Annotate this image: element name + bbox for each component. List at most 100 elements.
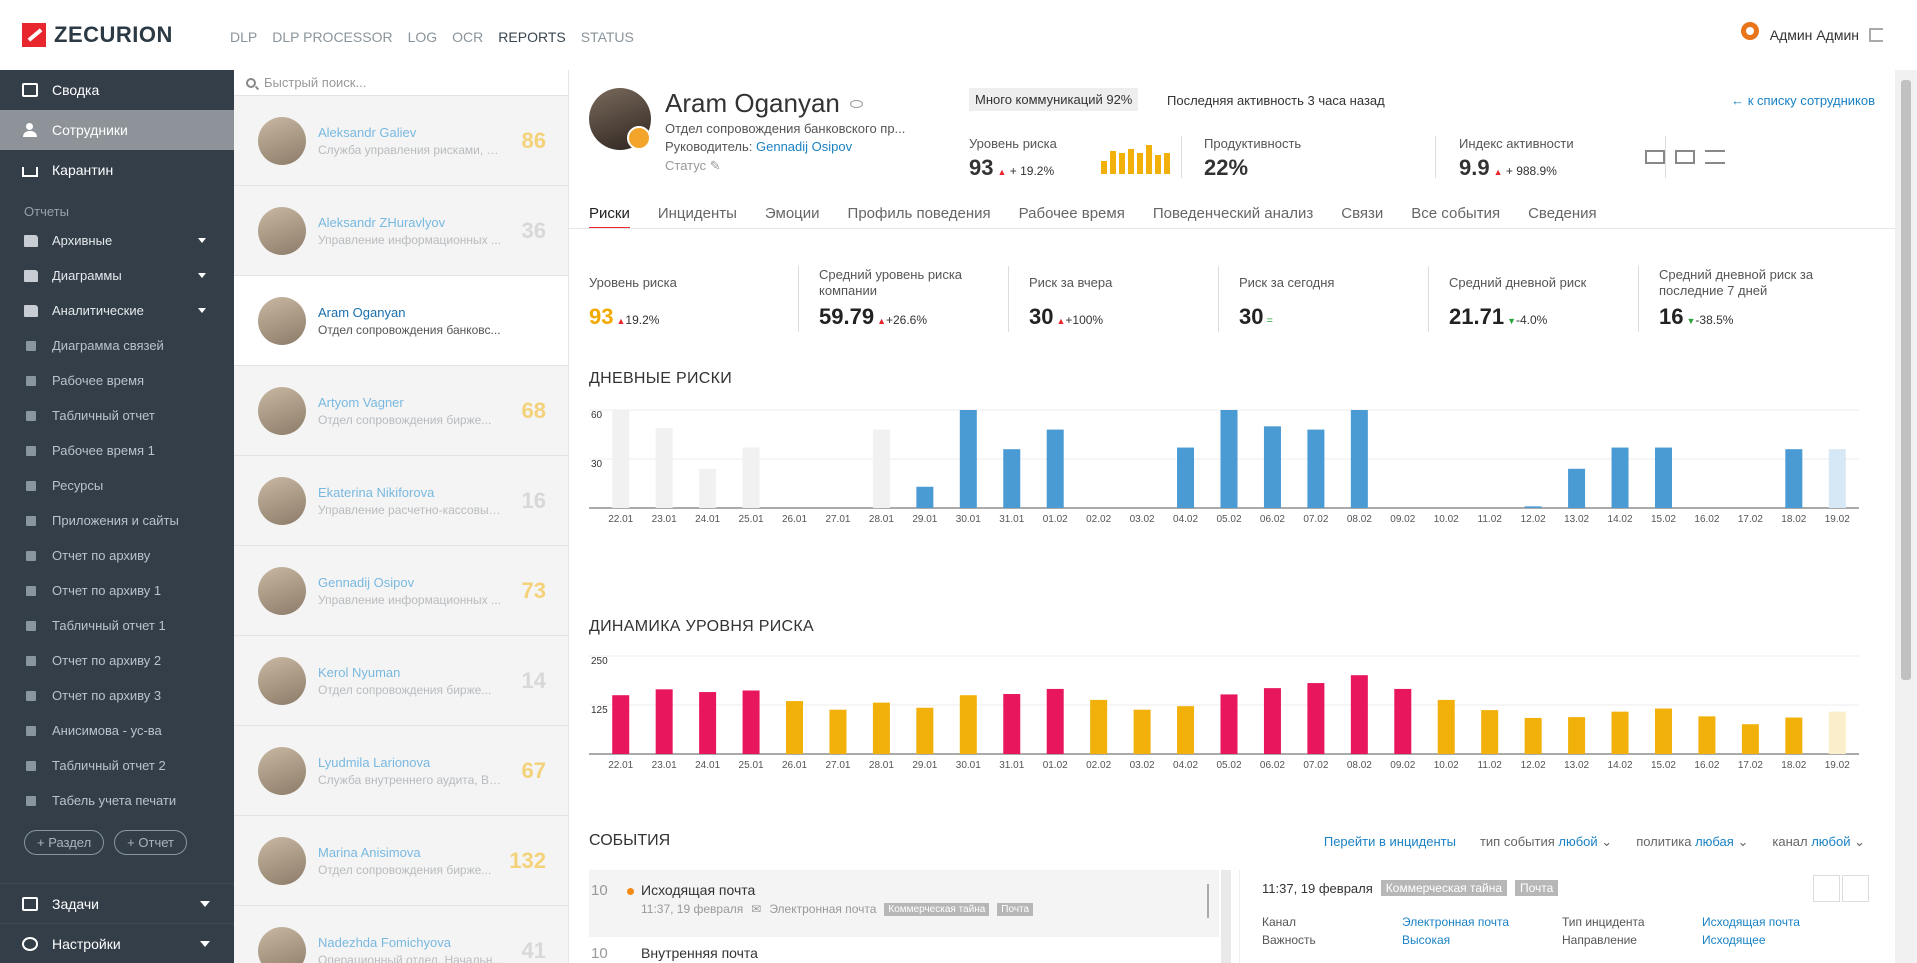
employee-list-item[interactable]: Aleksandr ZHuravlyov Управление информаци… bbox=[234, 186, 568, 276]
chart-bar[interactable] bbox=[916, 486, 934, 508]
chart-bar[interactable] bbox=[1220, 694, 1238, 754]
sidebar-group-analytics[interactable]: Аналитические bbox=[0, 293, 234, 328]
chart-bar[interactable] bbox=[699, 692, 717, 754]
nav-dlp[interactable]: DLP bbox=[230, 29, 258, 45]
chart-bar[interactable] bbox=[1220, 410, 1238, 508]
employee-list-item[interactable]: Aram Oganyan Отдел сопровождения банковс.… bbox=[234, 276, 568, 366]
chart-bar[interactable] bbox=[1828, 449, 1846, 508]
open-external-icon[interactable] bbox=[1813, 875, 1840, 902]
sidebar-item-tasks[interactable]: Задачи bbox=[0, 883, 234, 923]
add-report-button[interactable]: + Отчет bbox=[114, 830, 187, 855]
logout-icon[interactable] bbox=[1869, 28, 1883, 42]
nav-dlp-processor[interactable]: DLP PROCESSOR bbox=[272, 29, 393, 45]
chart-bar[interactable] bbox=[1611, 711, 1629, 754]
chart-bar[interactable] bbox=[742, 690, 760, 754]
chart-bar[interactable] bbox=[1568, 717, 1586, 754]
chart-bar[interactable] bbox=[1568, 468, 1586, 508]
employee-list-item[interactable]: Artyom Vagner Отдел сопровождения бирже..… bbox=[234, 366, 568, 456]
add-section-button[interactable]: + Раздел bbox=[24, 830, 105, 855]
event-item[interactable]: 10 Исходящая почта 11:37, 19 февраля ✉ Э… bbox=[589, 870, 1219, 937]
user-menu[interactable]: Админ Админ bbox=[1740, 22, 1883, 48]
nav-reports[interactable]: REPORTS bbox=[498, 29, 566, 45]
sidebar-item-settings[interactable]: Настройки bbox=[0, 923, 234, 963]
chart-bar[interactable] bbox=[655, 689, 673, 754]
chart-bar[interactable] bbox=[916, 707, 934, 754]
employee-list-item[interactable]: Ekaterina Nikiforova Управление расчетно-… bbox=[234, 456, 568, 546]
field-value[interactable]: Высокая bbox=[1402, 933, 1451, 947]
chart-bar[interactable] bbox=[872, 702, 890, 754]
chart-bar[interactable] bbox=[742, 447, 760, 508]
chart-bar[interactable] bbox=[786, 701, 804, 754]
tab-info[interactable]: Сведения bbox=[1528, 205, 1597, 222]
sidebar-report-item[interactable]: Приложения и сайты bbox=[0, 503, 234, 538]
chart-bar[interactable] bbox=[1090, 699, 1108, 754]
chart-bar[interactable] bbox=[1350, 410, 1368, 508]
chart-bar[interactable] bbox=[612, 410, 630, 508]
chart-bar[interactable] bbox=[1177, 447, 1195, 508]
sidebar-group-diagrams[interactable]: Диаграммы bbox=[0, 258, 234, 293]
chart-bar[interactable] bbox=[1524, 506, 1542, 508]
tab-behavior-analysis[interactable]: Поведенческий анализ bbox=[1152, 205, 1314, 222]
chart-bar[interactable] bbox=[1133, 709, 1151, 754]
sidebar-report-item[interactable]: Рабочее время 1 bbox=[0, 433, 234, 468]
employee-list-item[interactable]: Aleksandr Galiev Служба управления рискам… bbox=[234, 96, 568, 186]
chart-bar[interactable] bbox=[1046, 429, 1064, 508]
list-add-icon[interactable] bbox=[1705, 150, 1725, 164]
nav-ocr[interactable]: OCR bbox=[452, 29, 484, 45]
video-camera-icon[interactable] bbox=[1675, 150, 1695, 164]
employee-list-item[interactable]: Nadezhda Fomichyova Операционный отдел, Н… bbox=[234, 906, 568, 963]
sidebar-report-item[interactable]: Табличный отчет bbox=[0, 398, 234, 433]
sidebar-report-item[interactable]: Рабочее время bbox=[0, 363, 234, 398]
chart-bar[interactable] bbox=[1307, 683, 1325, 754]
chart-bar[interactable] bbox=[1785, 717, 1803, 754]
nav-status[interactable]: STATUS bbox=[580, 29, 634, 45]
sidebar-report-item[interactable]: Анисимова - ус-ва bbox=[0, 713, 234, 748]
sidebar-report-item[interactable]: Отчет по архиву bbox=[0, 538, 234, 573]
chart-bar[interactable] bbox=[1263, 426, 1281, 508]
chart-bar[interactable] bbox=[1394, 688, 1412, 754]
eye-icon[interactable] bbox=[849, 99, 863, 108]
chart-bar[interactable] bbox=[699, 468, 717, 508]
chart-bar[interactable] bbox=[1654, 447, 1672, 508]
sidebar-report-item[interactable]: Диаграмма связей bbox=[0, 328, 234, 363]
sidebar-report-item[interactable]: Отчет по архиву 3 bbox=[0, 678, 234, 713]
tab-incidents[interactable]: Инциденты bbox=[657, 205, 737, 222]
tab-all-events[interactable]: Все события bbox=[1411, 205, 1501, 222]
chart-bar[interactable] bbox=[1350, 675, 1368, 754]
policy-filter[interactable]: политика любая ⌄ bbox=[1636, 834, 1748, 850]
chart-bar[interactable] bbox=[1177, 706, 1195, 754]
chart-bar[interactable] bbox=[959, 695, 977, 754]
employee-list-item[interactable]: Gennadij Osipov Управление информационных… bbox=[234, 546, 568, 636]
go-to-incidents-link[interactable]: Перейти в инциденты bbox=[1323, 834, 1456, 849]
chart-bar[interactable] bbox=[1003, 449, 1021, 508]
tab-emotions[interactable]: Эмоции bbox=[764, 205, 820, 222]
filter-value[interactable]: любой bbox=[1558, 834, 1598, 849]
chart-bar[interactable] bbox=[1654, 708, 1672, 754]
back-to-employees-link[interactable]: ← к списку сотрудников bbox=[1731, 93, 1875, 108]
employee-list-item[interactable]: Lyudmila Larionova Служба внутреннего ауд… bbox=[234, 726, 568, 816]
filter-value[interactable]: любой bbox=[1811, 834, 1851, 849]
employee-list-item[interactable]: Kerol Nyuman Отдел сопровождения бирже...… bbox=[234, 636, 568, 726]
chart-bar[interactable] bbox=[1437, 699, 1455, 754]
field-value[interactable]: Электронная почта bbox=[1402, 915, 1510, 929]
filter-value[interactable]: любая bbox=[1695, 834, 1734, 849]
more-vertical-icon[interactable] bbox=[1842, 875, 1869, 902]
employee-list-item[interactable]: Marina Anisimova Отдел сопровождения бирж… bbox=[234, 816, 568, 906]
channel-filter[interactable]: канал любой ⌄ bbox=[1772, 834, 1865, 850]
field-value[interactable]: Исходящее bbox=[1702, 933, 1766, 947]
chart-bar[interactable] bbox=[959, 410, 977, 508]
sidebar-report-item[interactable]: Табличный отчет 1 bbox=[0, 608, 234, 643]
page-scrollbar[interactable] bbox=[1895, 70, 1917, 963]
chart-bar[interactable] bbox=[612, 695, 630, 754]
sidebar-report-item[interactable]: Табличный отчет 2 bbox=[0, 748, 234, 783]
tab-risks[interactable]: Риски bbox=[589, 205, 630, 229]
field-value[interactable]: Исходящая почта bbox=[1702, 915, 1800, 929]
chart-bar[interactable] bbox=[1785, 449, 1803, 508]
tab-work-time[interactable]: Рабочее время bbox=[1018, 205, 1125, 222]
app-logo[interactable]: ZECURION bbox=[22, 22, 173, 48]
chart-bar[interactable] bbox=[1003, 694, 1021, 754]
sidebar-item-summary[interactable]: Сводка bbox=[0, 70, 234, 110]
nav-log[interactable]: LOG bbox=[407, 29, 438, 45]
sidebar-group-archive[interactable]: Архивные bbox=[0, 223, 234, 258]
chart-bar[interactable] bbox=[1698, 716, 1716, 754]
